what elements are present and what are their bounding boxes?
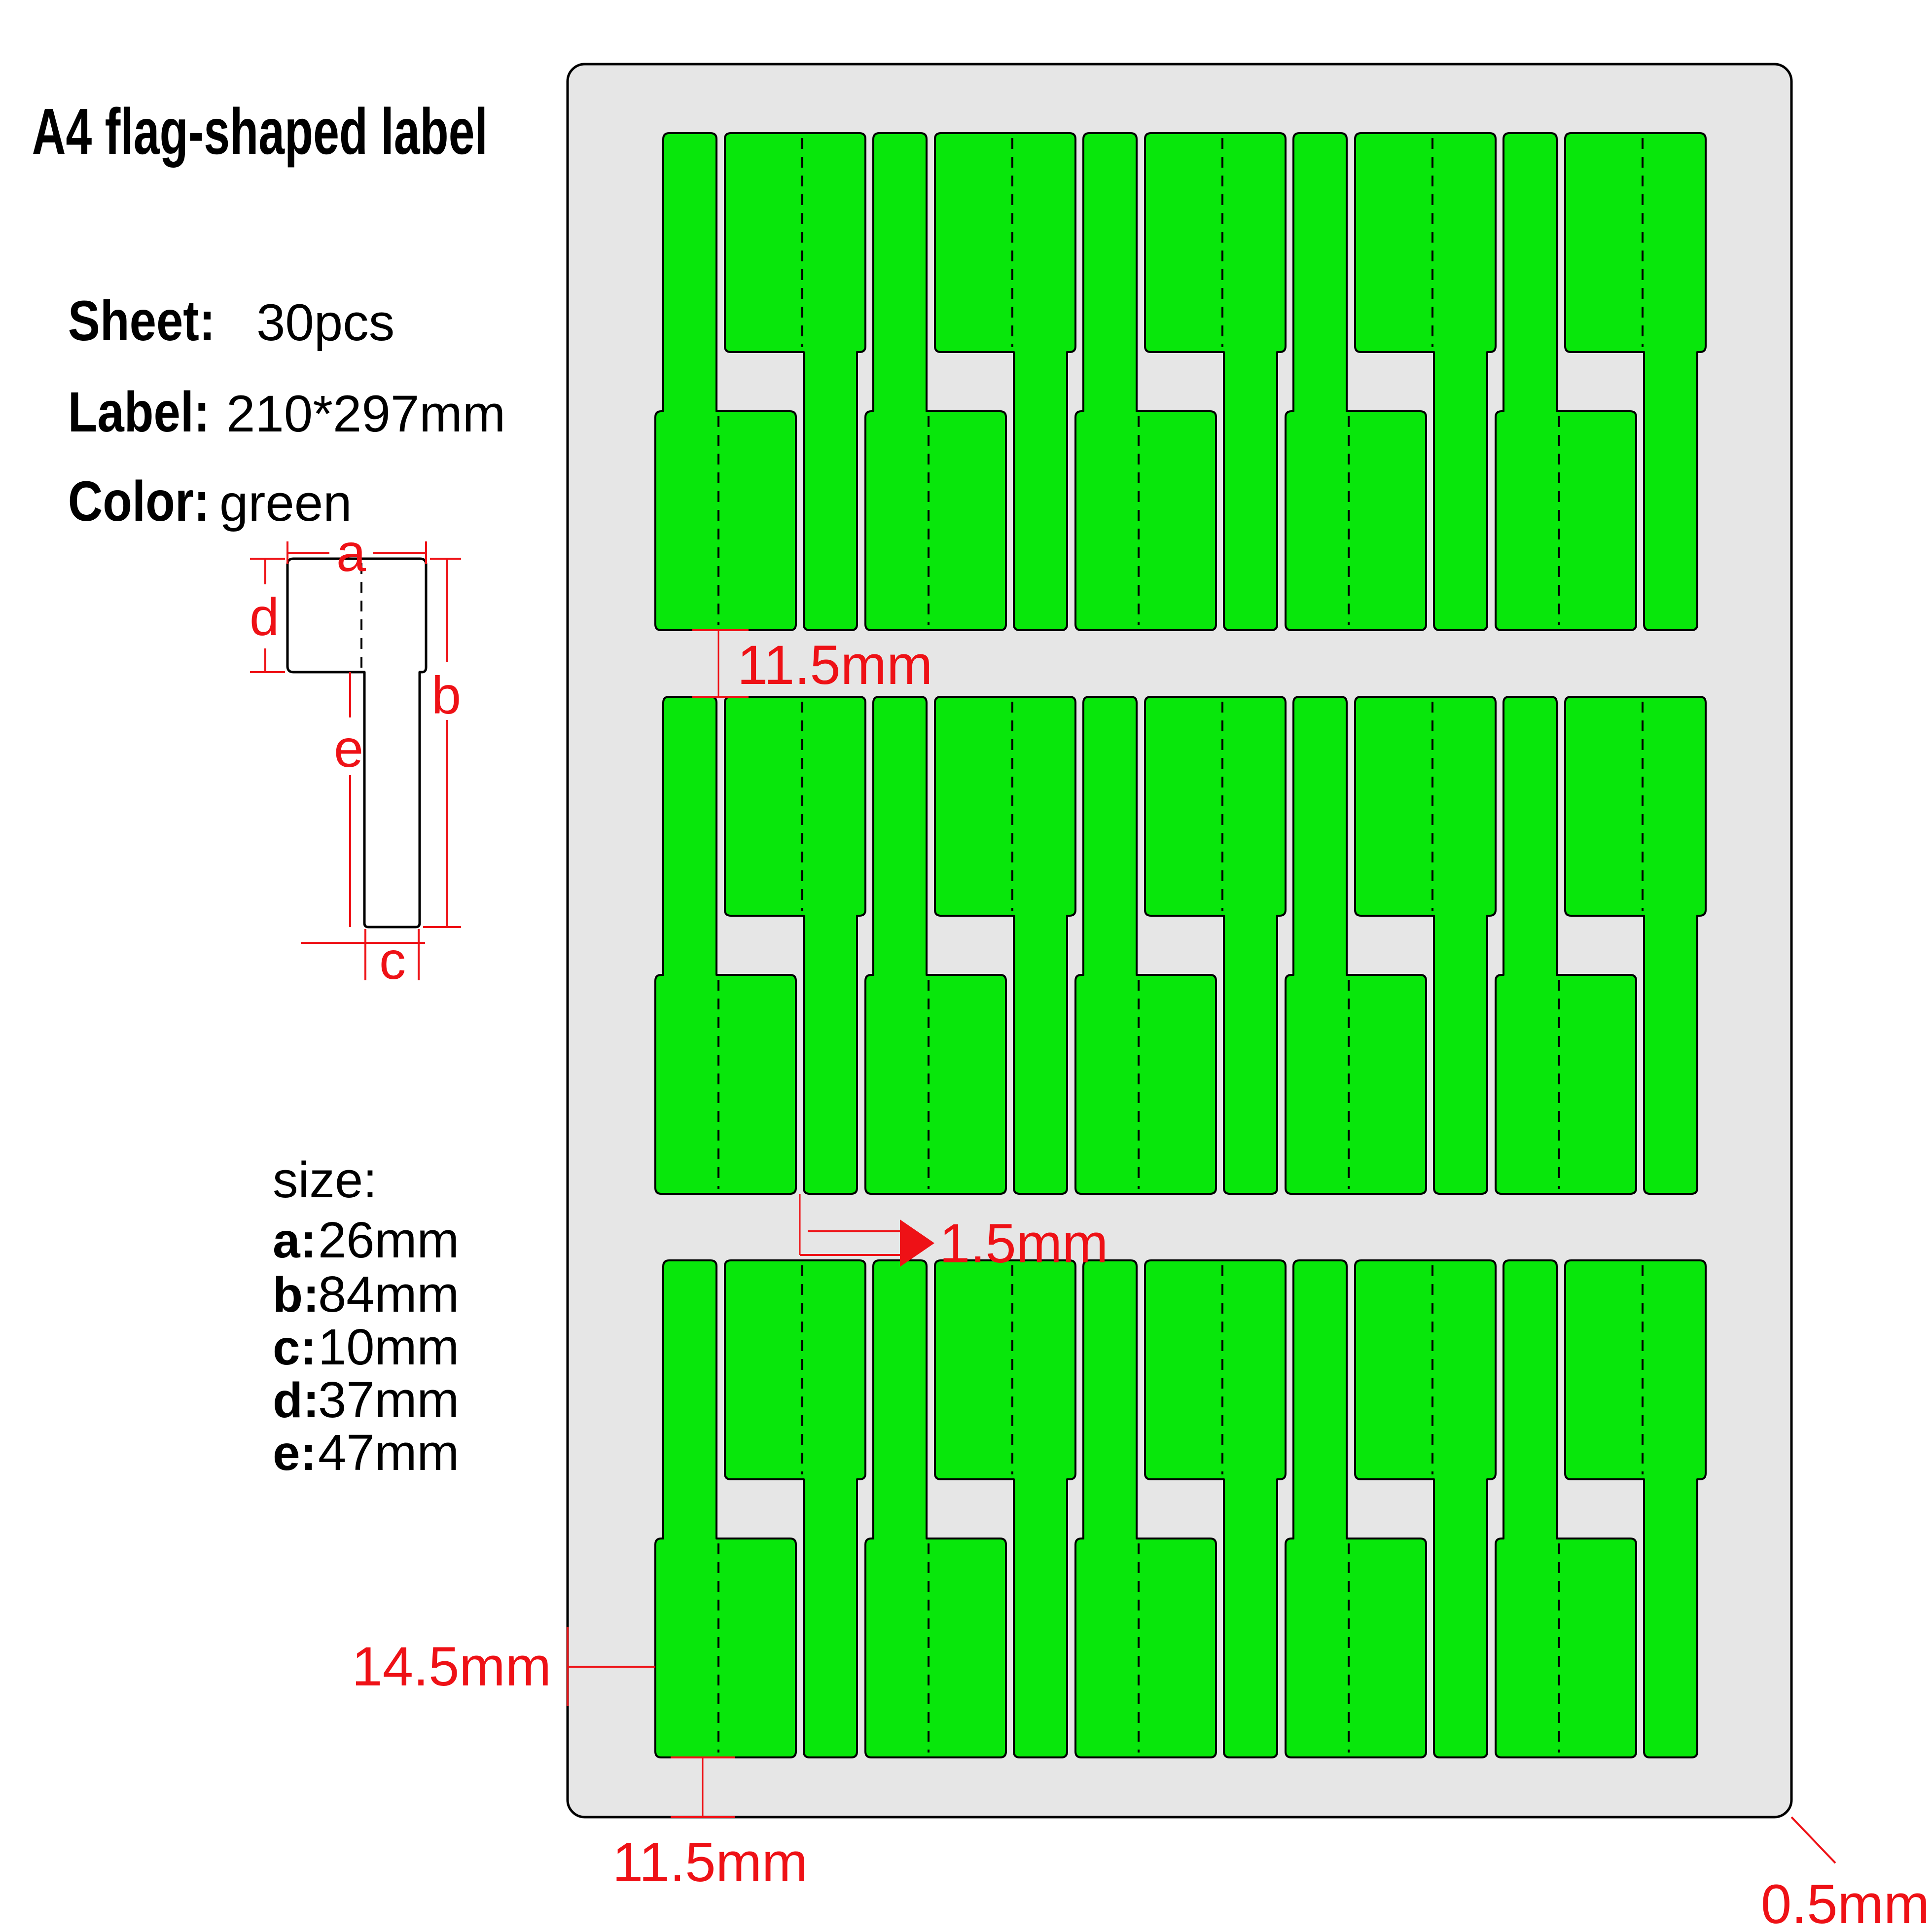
row-gap-text: 11.5mm [737,634,932,696]
info-label-color: Color: [68,469,210,533]
size-value-a: 26mm [318,1212,459,1268]
flag-label [1285,132,1427,631]
size-value-e: 47mm [318,1424,459,1481]
flag-label [934,696,1076,1195]
flag-label [1564,132,1707,631]
info-label-sheet: Sheet: [68,288,215,352]
left-margin-text: 14.5mm [352,1636,551,1697]
dim-letter-c: c [379,930,406,990]
flag-label [654,1259,797,1758]
flag-label [1285,696,1427,1195]
label-diagram-outline [286,557,428,929]
flag-label [1074,696,1217,1195]
size-value-c: 10mm [318,1319,459,1375]
flag-label [724,132,866,631]
flag-label [724,696,866,1195]
label-diagram: a d b e c [250,523,461,990]
info-value-sheet: 30pcs [256,294,394,352]
size-key-e: e: [273,1426,317,1481]
size-list-heading: size: [273,1151,377,1208]
size-list: size: a: 26mm b: 84mm c: 10mm d: 37mm e:… [273,1151,459,1481]
flag-label [1074,132,1217,631]
label-gap-text: 1.5mm [939,1213,1108,1274]
dimension-d: d [250,558,285,673]
flag-label [864,132,1007,631]
size-key-c: c: [273,1320,317,1375]
size-key-a: a: [273,1213,317,1268]
flag-label [1354,1259,1497,1758]
flag-label [1495,696,1637,1195]
info-value-label: 210*297mm [226,385,505,443]
flag-label [1144,1259,1287,1758]
flag-label [1144,696,1287,1195]
size-key-b: b: [273,1267,319,1323]
flag-label [654,696,797,1195]
annotation-edge-offset: 0.5mm [1761,1816,1930,1932]
dimension-b: b [423,558,461,928]
annotation-bottom-margin: 11.5mm [612,1756,808,1893]
annotation-left-margin: 14.5mm [352,1627,655,1706]
annotation-row-gap: 11.5mm [692,629,932,698]
flag-label [1144,132,1287,631]
flag-label [934,132,1076,631]
dim-letter-a: a [336,523,366,582]
flag-label [1074,1259,1217,1758]
dimension-e: e [334,672,363,927]
flag-label [934,1259,1076,1758]
flag-label [724,1259,866,1758]
info-label-label: Label: [68,380,210,443]
size-key-d: d: [273,1373,319,1428]
title-block: A4 flag-shaped label Sheet: Label: Color… [32,96,505,533]
dim-letter-e: e [334,718,363,778]
flag-label [864,696,1007,1195]
size-value-d: 37mm [318,1371,459,1428]
dim-letter-b: b [431,665,461,725]
flag-label [1354,696,1497,1195]
dim-letter-d: d [250,587,279,646]
flags-layer [654,132,1707,1758]
size-value-b: 84mm [318,1266,459,1323]
info-value-color: green [219,474,352,532]
edge-offset-text: 0.5mm [1761,1873,1930,1932]
page-title: A4 flag-shaped label [32,96,488,168]
flag-label [1285,1259,1427,1758]
flag-label [1495,1259,1637,1758]
flag-label [864,1259,1007,1758]
dimension-a: a [286,523,427,582]
annotation-label-gap: 1.5mm [799,1194,1108,1274]
bottom-margin-text: 11.5mm [612,1831,808,1893]
arrow-right-icon [900,1219,934,1267]
dimension-c: c [301,929,425,990]
flag-label [1564,1259,1707,1758]
flag-label [654,132,797,631]
flag-label [1495,132,1637,631]
flag-label [1564,696,1707,1195]
flag-label [1354,132,1497,631]
